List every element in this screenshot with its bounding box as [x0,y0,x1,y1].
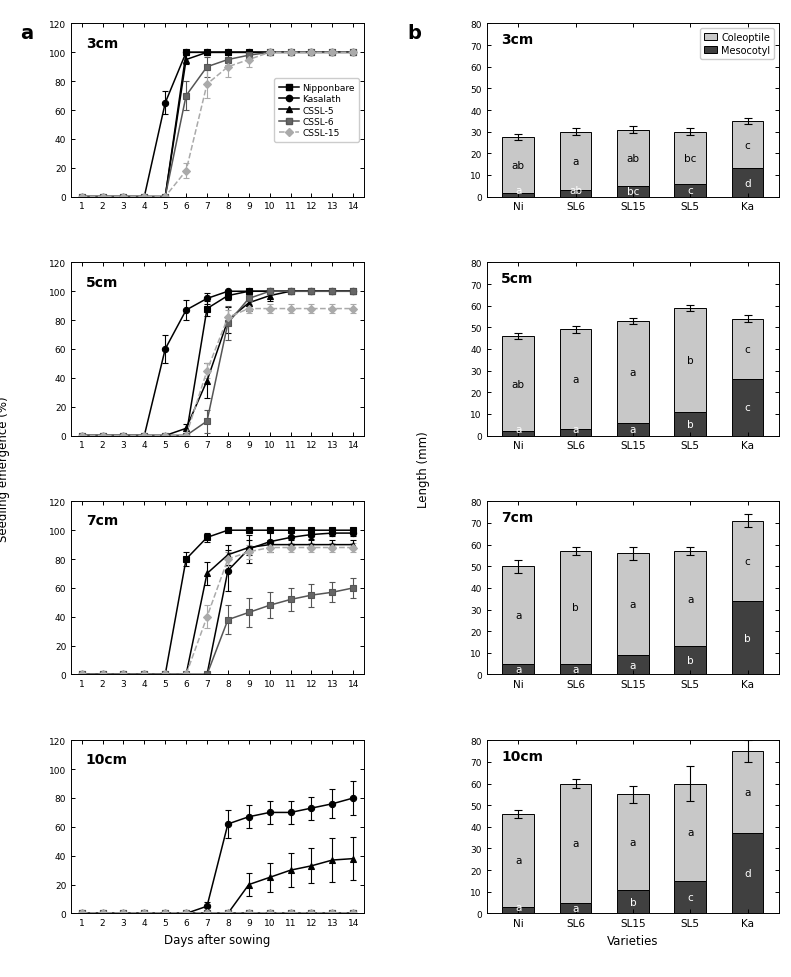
Text: bc: bc [684,153,696,163]
Text: c: c [687,892,693,903]
Text: a: a [630,367,636,377]
Bar [560,430,592,436]
Bar [732,601,763,675]
Text: a: a [573,375,579,385]
Text: b: b [687,419,694,429]
Bar [502,907,534,913]
Bar [560,903,592,913]
Text: a: a [515,424,521,435]
Text: d: d [744,869,751,878]
Bar [617,794,649,890]
Bar [560,133,592,191]
Text: a: a [573,156,579,167]
Text: a: a [573,664,579,674]
Bar [675,552,706,647]
Text: b: b [744,633,751,643]
Text: a: a [515,611,521,620]
Bar [502,337,534,432]
Legend: Nipponbare, Kasalath, CSSL-5, CSSL-6, CSSL-15: Nipponbare, Kasalath, CSSL-5, CSSL-6, CS… [274,79,359,143]
Bar [617,130,649,187]
Text: a: a [573,424,579,435]
Bar [675,647,706,675]
Text: c: c [744,556,751,567]
Text: b: b [407,24,422,43]
Text: a: a [515,664,521,674]
Bar [732,751,763,833]
Bar [560,552,592,664]
Text: b: b [687,656,694,665]
Text: 7cm: 7cm [501,510,533,525]
Text: 10cm: 10cm [501,749,543,763]
Bar [502,814,534,907]
X-axis label: Varieties: Varieties [607,934,659,947]
Legend: Coleoptile, Mesocotyl: Coleoptile, Mesocotyl [700,29,774,60]
Bar [732,522,763,601]
Text: a: a [515,186,521,195]
Text: ab: ab [512,161,524,171]
Text: 7cm: 7cm [85,514,118,528]
Text: bc: bc [626,187,639,197]
Bar [675,185,706,197]
Bar [675,133,706,185]
Bar [732,169,763,197]
Text: a: a [515,856,521,866]
Bar [502,194,534,197]
Bar [732,833,763,913]
Text: a: a [20,24,33,43]
Text: 10cm: 10cm [85,752,128,767]
Text: Seedling emergence (%): Seedling emergence (%) [0,397,10,541]
Text: a: a [573,903,579,913]
Text: b: b [630,897,636,907]
Bar [617,656,649,675]
Text: Length (mm): Length (mm) [417,431,430,507]
Bar [502,664,534,675]
Text: a: a [573,838,579,848]
Text: 3cm: 3cm [85,36,118,51]
Text: a: a [744,787,751,797]
Bar [502,567,534,664]
Text: d: d [744,179,751,189]
Bar [675,412,706,436]
Text: a: a [630,660,636,670]
Bar [732,122,763,169]
Text: a: a [687,594,694,604]
Text: c: c [687,186,693,196]
Text: ab: ab [569,186,582,195]
Text: a: a [630,837,636,847]
Text: a: a [687,828,694,837]
Text: a: a [515,902,521,912]
Bar [617,890,649,913]
Bar [560,330,592,430]
Text: c: c [744,141,751,150]
Bar [617,554,649,656]
Bar [617,423,649,436]
Text: c: c [744,345,751,355]
Bar [732,380,763,436]
X-axis label: Days after sowing: Days after sowing [165,933,271,946]
Text: 3cm: 3cm [501,33,533,47]
Text: b: b [572,603,579,613]
Text: c: c [744,403,751,413]
Text: 5cm: 5cm [85,276,118,289]
Text: a: a [630,600,636,610]
Text: b: b [687,356,694,365]
Text: ab: ab [512,379,524,389]
Text: 5cm: 5cm [501,272,534,285]
Text: a: a [630,425,636,435]
Bar [502,432,534,436]
Bar [675,784,706,881]
Bar [560,784,592,903]
Bar [502,138,534,194]
Bar [560,191,592,197]
Bar [560,664,592,675]
Bar [617,187,649,197]
Bar [675,881,706,913]
Text: ab: ab [626,153,639,163]
Bar [617,321,649,423]
Bar [675,309,706,412]
Bar [732,319,763,380]
